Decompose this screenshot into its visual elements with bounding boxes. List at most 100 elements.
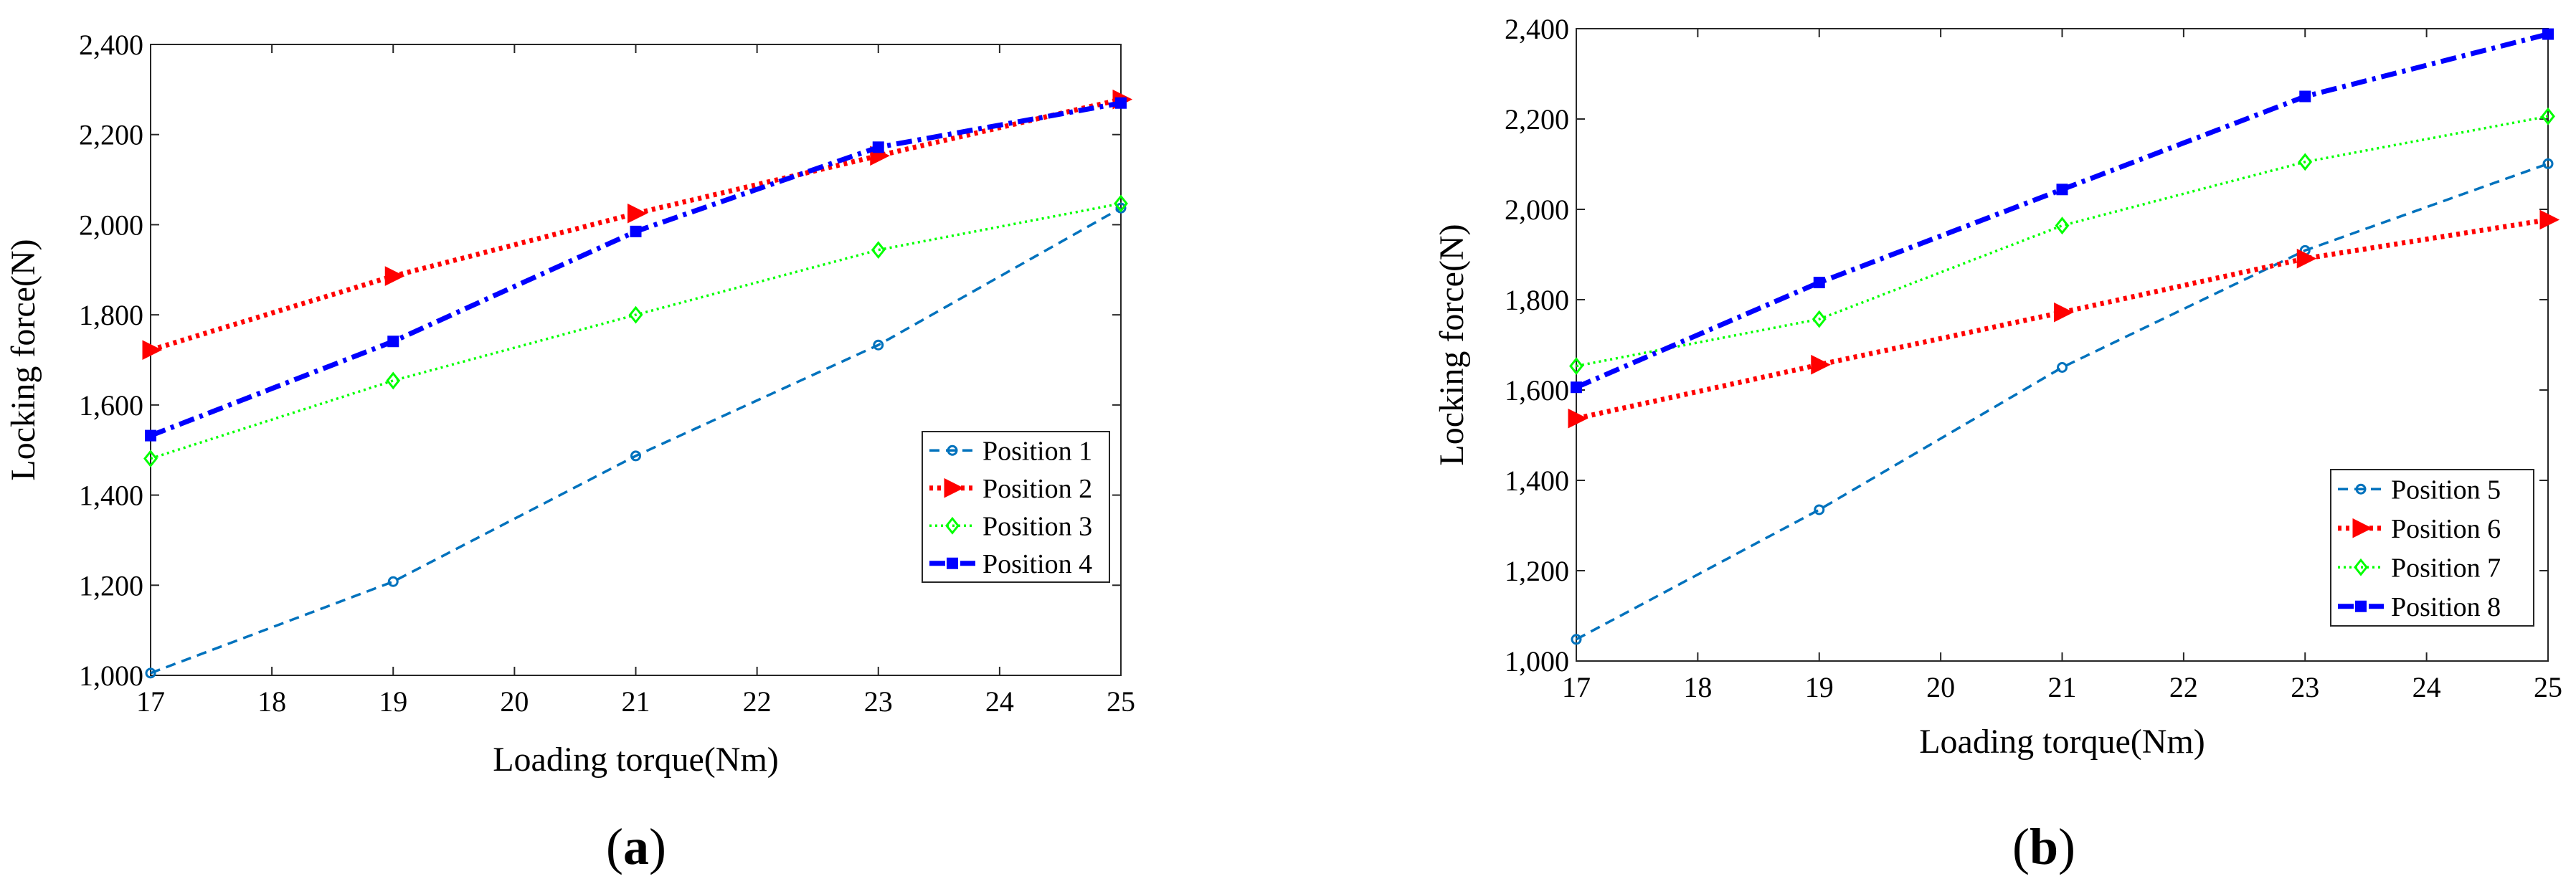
chart-a-data-point bbox=[386, 371, 401, 390]
chart-a-data-point bbox=[387, 336, 399, 348]
chart-b-series-line-2 bbox=[1576, 217, 2549, 422]
chart-a-x-tick-label: 25 bbox=[1107, 685, 1135, 718]
chart-a-y-axis-title: Locking force(N) bbox=[4, 239, 42, 480]
chart-a-data-point bbox=[143, 450, 158, 468]
chart-a-x-tick-label: 20 bbox=[500, 685, 529, 718]
chart-b-data-point bbox=[1569, 357, 1583, 376]
chart-b-x-tick-label: 22 bbox=[2169, 671, 2198, 703]
chart-b-x-tick-label: 23 bbox=[2291, 671, 2319, 703]
chart-a-data-point bbox=[387, 576, 399, 587]
chart-b-legend-label: Position 5 bbox=[2391, 475, 2501, 505]
chart-a-y-tick-label: 1,600 bbox=[79, 389, 143, 422]
chart-a-data-point bbox=[871, 241, 886, 260]
chart-a-legend-label: Position 2 bbox=[982, 474, 1092, 504]
chart-b-y-tick-label: 1,400 bbox=[1505, 465, 1569, 497]
chart-a-y-tick-label: 1,800 bbox=[79, 299, 143, 331]
chart-b-data-point bbox=[2541, 107, 2555, 125]
chart-b-x-tick-label: 25 bbox=[2534, 671, 2562, 703]
chart-a-series-line-2 bbox=[149, 97, 1122, 353]
chart-a-legend-marker bbox=[945, 516, 960, 535]
chart-b-data-point bbox=[1813, 277, 1825, 289]
chart-b-data-point bbox=[1571, 634, 1582, 645]
chart-b-data-point bbox=[2057, 362, 2068, 373]
chart-a-x-tick-label: 23 bbox=[864, 685, 893, 718]
chart-b-x-tick-label: 24 bbox=[2412, 671, 2441, 703]
chart-a-legend-label: Position 4 bbox=[982, 549, 1092, 579]
chart-b-data-point bbox=[2298, 153, 2313, 171]
chart-b-data-point bbox=[2056, 184, 2068, 196]
chart-a-x-tick-label: 22 bbox=[743, 685, 772, 718]
chart-b-x-axis-title: Loading torque(Nm) bbox=[1919, 723, 2205, 761]
chart-b-legend-marker bbox=[2354, 558, 2368, 576]
chart-b-y-tick-label: 2,200 bbox=[1505, 103, 1569, 136]
chart-b-data-point bbox=[1571, 381, 1582, 394]
chart-b-y-tick-label: 2,000 bbox=[1505, 194, 1569, 226]
chart-b-panel-label: (b) bbox=[2012, 818, 2075, 875]
chart-a-y-tick-label: 2,000 bbox=[79, 209, 143, 241]
chart-a-legend-marker bbox=[944, 477, 965, 498]
chart-a-y-tick-label: 1,000 bbox=[79, 660, 143, 692]
chart-b-x-tick-label: 18 bbox=[1683, 671, 1712, 703]
chart-a-data-point bbox=[1115, 97, 1127, 109]
chart-a-panel-label: (a) bbox=[606, 818, 666, 875]
chart-a-series-line-4 bbox=[149, 100, 1122, 438]
chart-b-data-point bbox=[2539, 209, 2560, 230]
chart-a-data-point bbox=[145, 667, 156, 679]
chart-b-legend-label: Position 7 bbox=[2391, 553, 2501, 583]
chart-b-data-point bbox=[2055, 217, 2070, 235]
chart-b-legend-marker bbox=[2355, 483, 2367, 495]
chart-a-data-point bbox=[1114, 194, 1128, 213]
chart-a-x-tick-label: 18 bbox=[257, 685, 286, 718]
chart-a-series-line-1 bbox=[150, 206, 1122, 675]
chart-a-data-point bbox=[873, 339, 884, 351]
chart-b-data-point bbox=[2542, 158, 2554, 169]
chart-b-y-tick-label: 2,400 bbox=[1505, 13, 1569, 45]
chart-a-x-tick-label: 19 bbox=[379, 685, 407, 718]
chart-a-data-point bbox=[630, 225, 642, 237]
chart-b-data-point bbox=[2054, 302, 2074, 323]
chart-b-series-line-1 bbox=[1576, 162, 2549, 641]
chart-b-x-tick-label: 21 bbox=[2048, 671, 2077, 703]
chart-b-x-tick-label: 20 bbox=[1926, 671, 1955, 703]
chart-a-y-tick-label: 2,400 bbox=[79, 29, 143, 61]
chart-a-x-tick-label: 24 bbox=[985, 685, 1014, 718]
chart-a-series-line-3 bbox=[150, 202, 1122, 460]
chart-b-data-point bbox=[2299, 90, 2311, 103]
chart-b-data-point bbox=[1812, 310, 1827, 328]
chart-a-data-point bbox=[628, 305, 643, 324]
chart-b-y-tick-label: 1,600 bbox=[1505, 374, 1569, 407]
chart-b-x-tick-label: 17 bbox=[1562, 671, 1591, 703]
chart-b-x-tick-label: 19 bbox=[1805, 671, 1834, 703]
chart-b-legend: Position 5 Position 6 Position 7 Position 8 bbox=[2330, 469, 2534, 627]
chart-a-y-tick-label: 1,400 bbox=[79, 480, 143, 512]
chart-b-legend-marker bbox=[2352, 518, 2373, 538]
chart-a-legend-label: Position 3 bbox=[982, 511, 1092, 541]
chart-b-data-point bbox=[2296, 248, 2317, 269]
chart-a-data-point bbox=[630, 450, 641, 462]
chart-panel-a: 17 18 19 20 21 22 23 24 25 1,000 1,200 1,400 1,600 1,… bbox=[4, 29, 1135, 875]
chart-b-legend-box bbox=[2330, 469, 2534, 627]
chart-a-x-axis-title: Loading torque(Nm) bbox=[493, 741, 779, 779]
chart-b-data-point bbox=[2542, 28, 2554, 40]
chart-b-y-axis-title: Locking force(N) bbox=[1433, 224, 1471, 465]
chart-b-legend-label: Position 8 bbox=[2391, 592, 2501, 622]
chart-b-legend-label: Position 6 bbox=[2391, 514, 2501, 544]
chart-b-y-tick-label: 1,200 bbox=[1505, 555, 1569, 587]
chart-a-legend-box bbox=[922, 431, 1110, 583]
chart-a-data-point bbox=[384, 266, 405, 286]
chart-a-data-point bbox=[628, 203, 648, 224]
chart-b-y-tick-label: 1,000 bbox=[1505, 645, 1569, 678]
chart-b-data-point bbox=[1568, 408, 1588, 429]
chart-b-data-point bbox=[1811, 354, 1831, 375]
chart-b-y-tick-label: 1,800 bbox=[1505, 284, 1569, 316]
chart-a-data-point bbox=[872, 141, 884, 153]
chart-a-legend: Position 1 Position 2 Position 3 Position 4 bbox=[922, 431, 1110, 583]
chart-a-data-point bbox=[145, 429, 156, 442]
chart-b-legend-marker bbox=[2355, 600, 2367, 612]
chart-a-y-tick-label: 1,200 bbox=[79, 569, 143, 602]
chart-a-legend-marker bbox=[947, 444, 958, 456]
chart-a-x-tick-label: 21 bbox=[622, 685, 650, 718]
chart-a-legend-marker bbox=[947, 557, 958, 569]
chart-b-data-point bbox=[1814, 504, 1825, 515]
